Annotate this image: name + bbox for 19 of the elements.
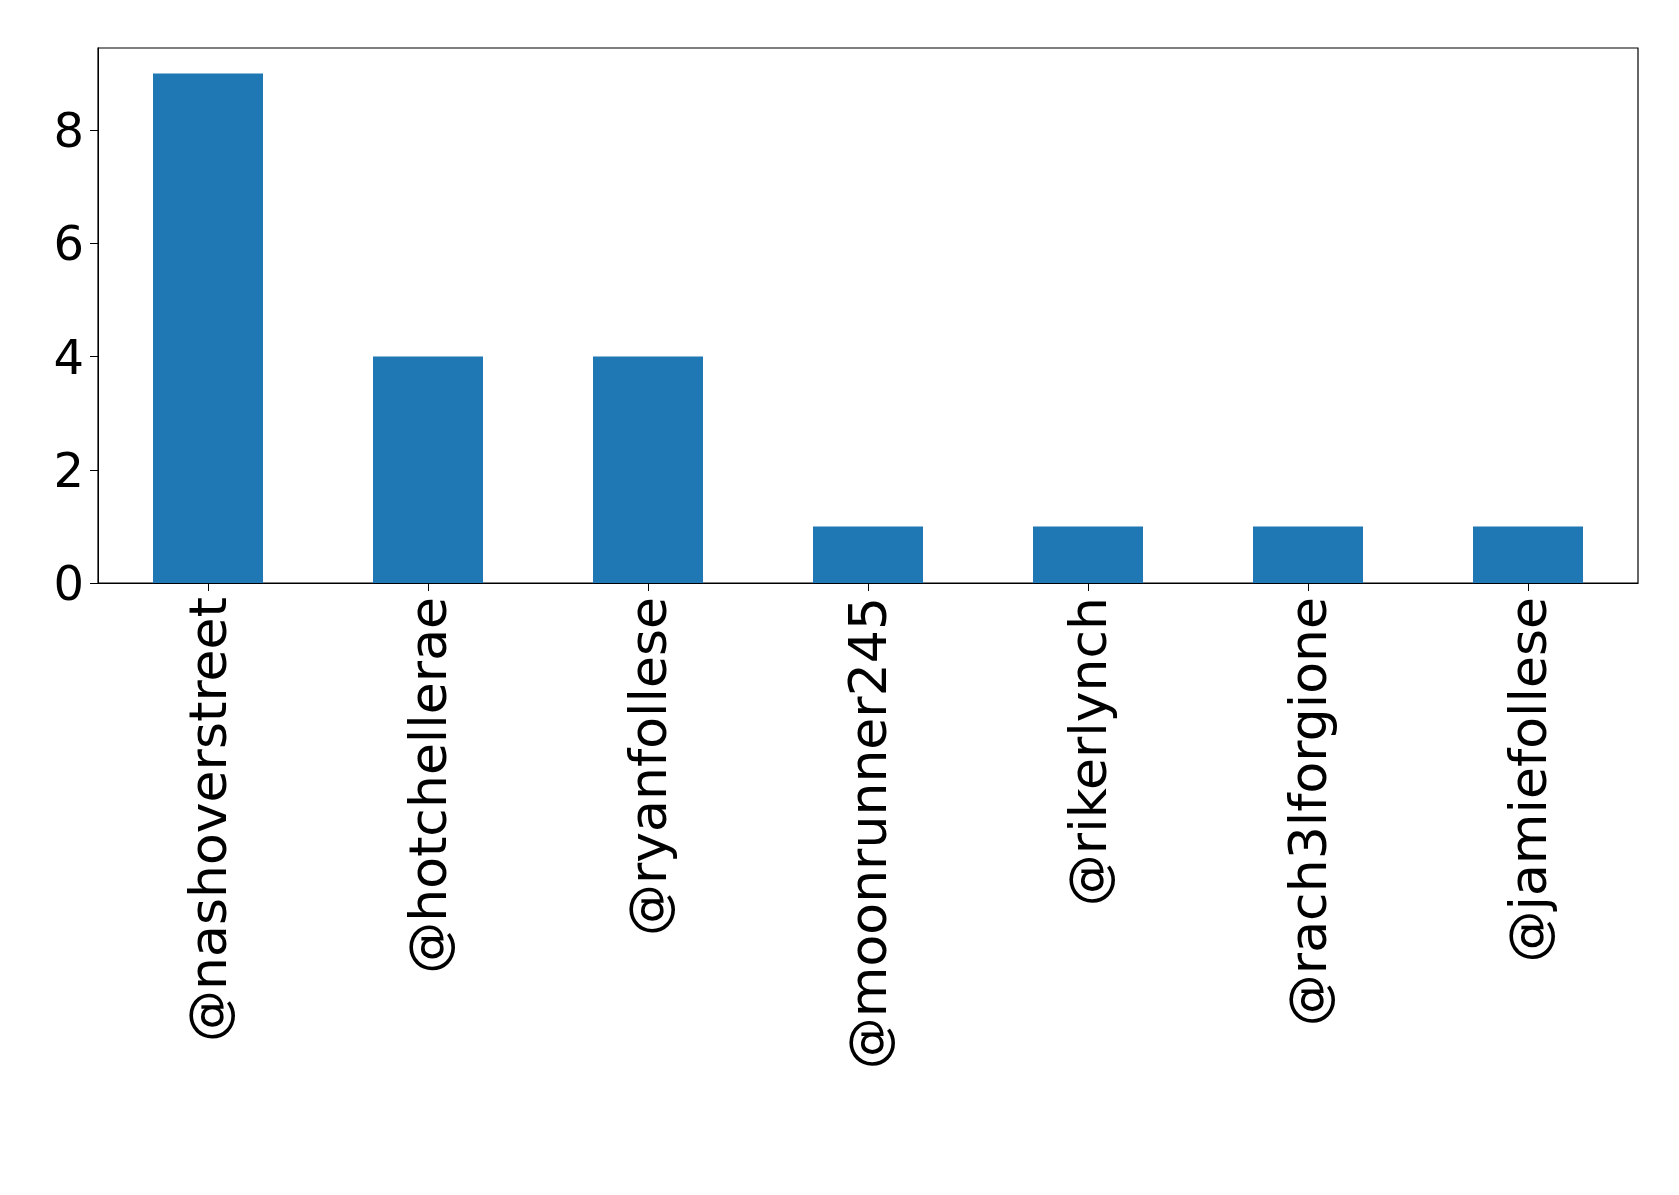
bar bbox=[813, 526, 923, 583]
x-tick-label: @rikerlynch bbox=[1058, 597, 1118, 907]
x-tick-label: @rach3lforgione bbox=[1278, 597, 1338, 1027]
y-tick-label: 2 bbox=[53, 441, 84, 498]
bar bbox=[593, 356, 703, 583]
y-tick-label: 8 bbox=[53, 102, 84, 159]
y-tick-label: 6 bbox=[53, 215, 84, 272]
y-tick-label: 0 bbox=[53, 555, 84, 611]
bar bbox=[1033, 526, 1143, 583]
bar bbox=[153, 73, 263, 583]
y-tick-label: 4 bbox=[53, 328, 84, 385]
x-tick-label: @nashoverstreet bbox=[178, 597, 238, 1042]
x-tick-label: @hotchellerae bbox=[398, 597, 458, 974]
bar bbox=[1473, 526, 1583, 583]
bar bbox=[373, 356, 483, 583]
x-tick-label: @moonrunner245 bbox=[838, 597, 898, 1070]
x-tick-label: @jamiefollese bbox=[1498, 597, 1558, 963]
x-tick-label: @ryanfollese bbox=[618, 597, 678, 937]
bar bbox=[1253, 526, 1363, 583]
